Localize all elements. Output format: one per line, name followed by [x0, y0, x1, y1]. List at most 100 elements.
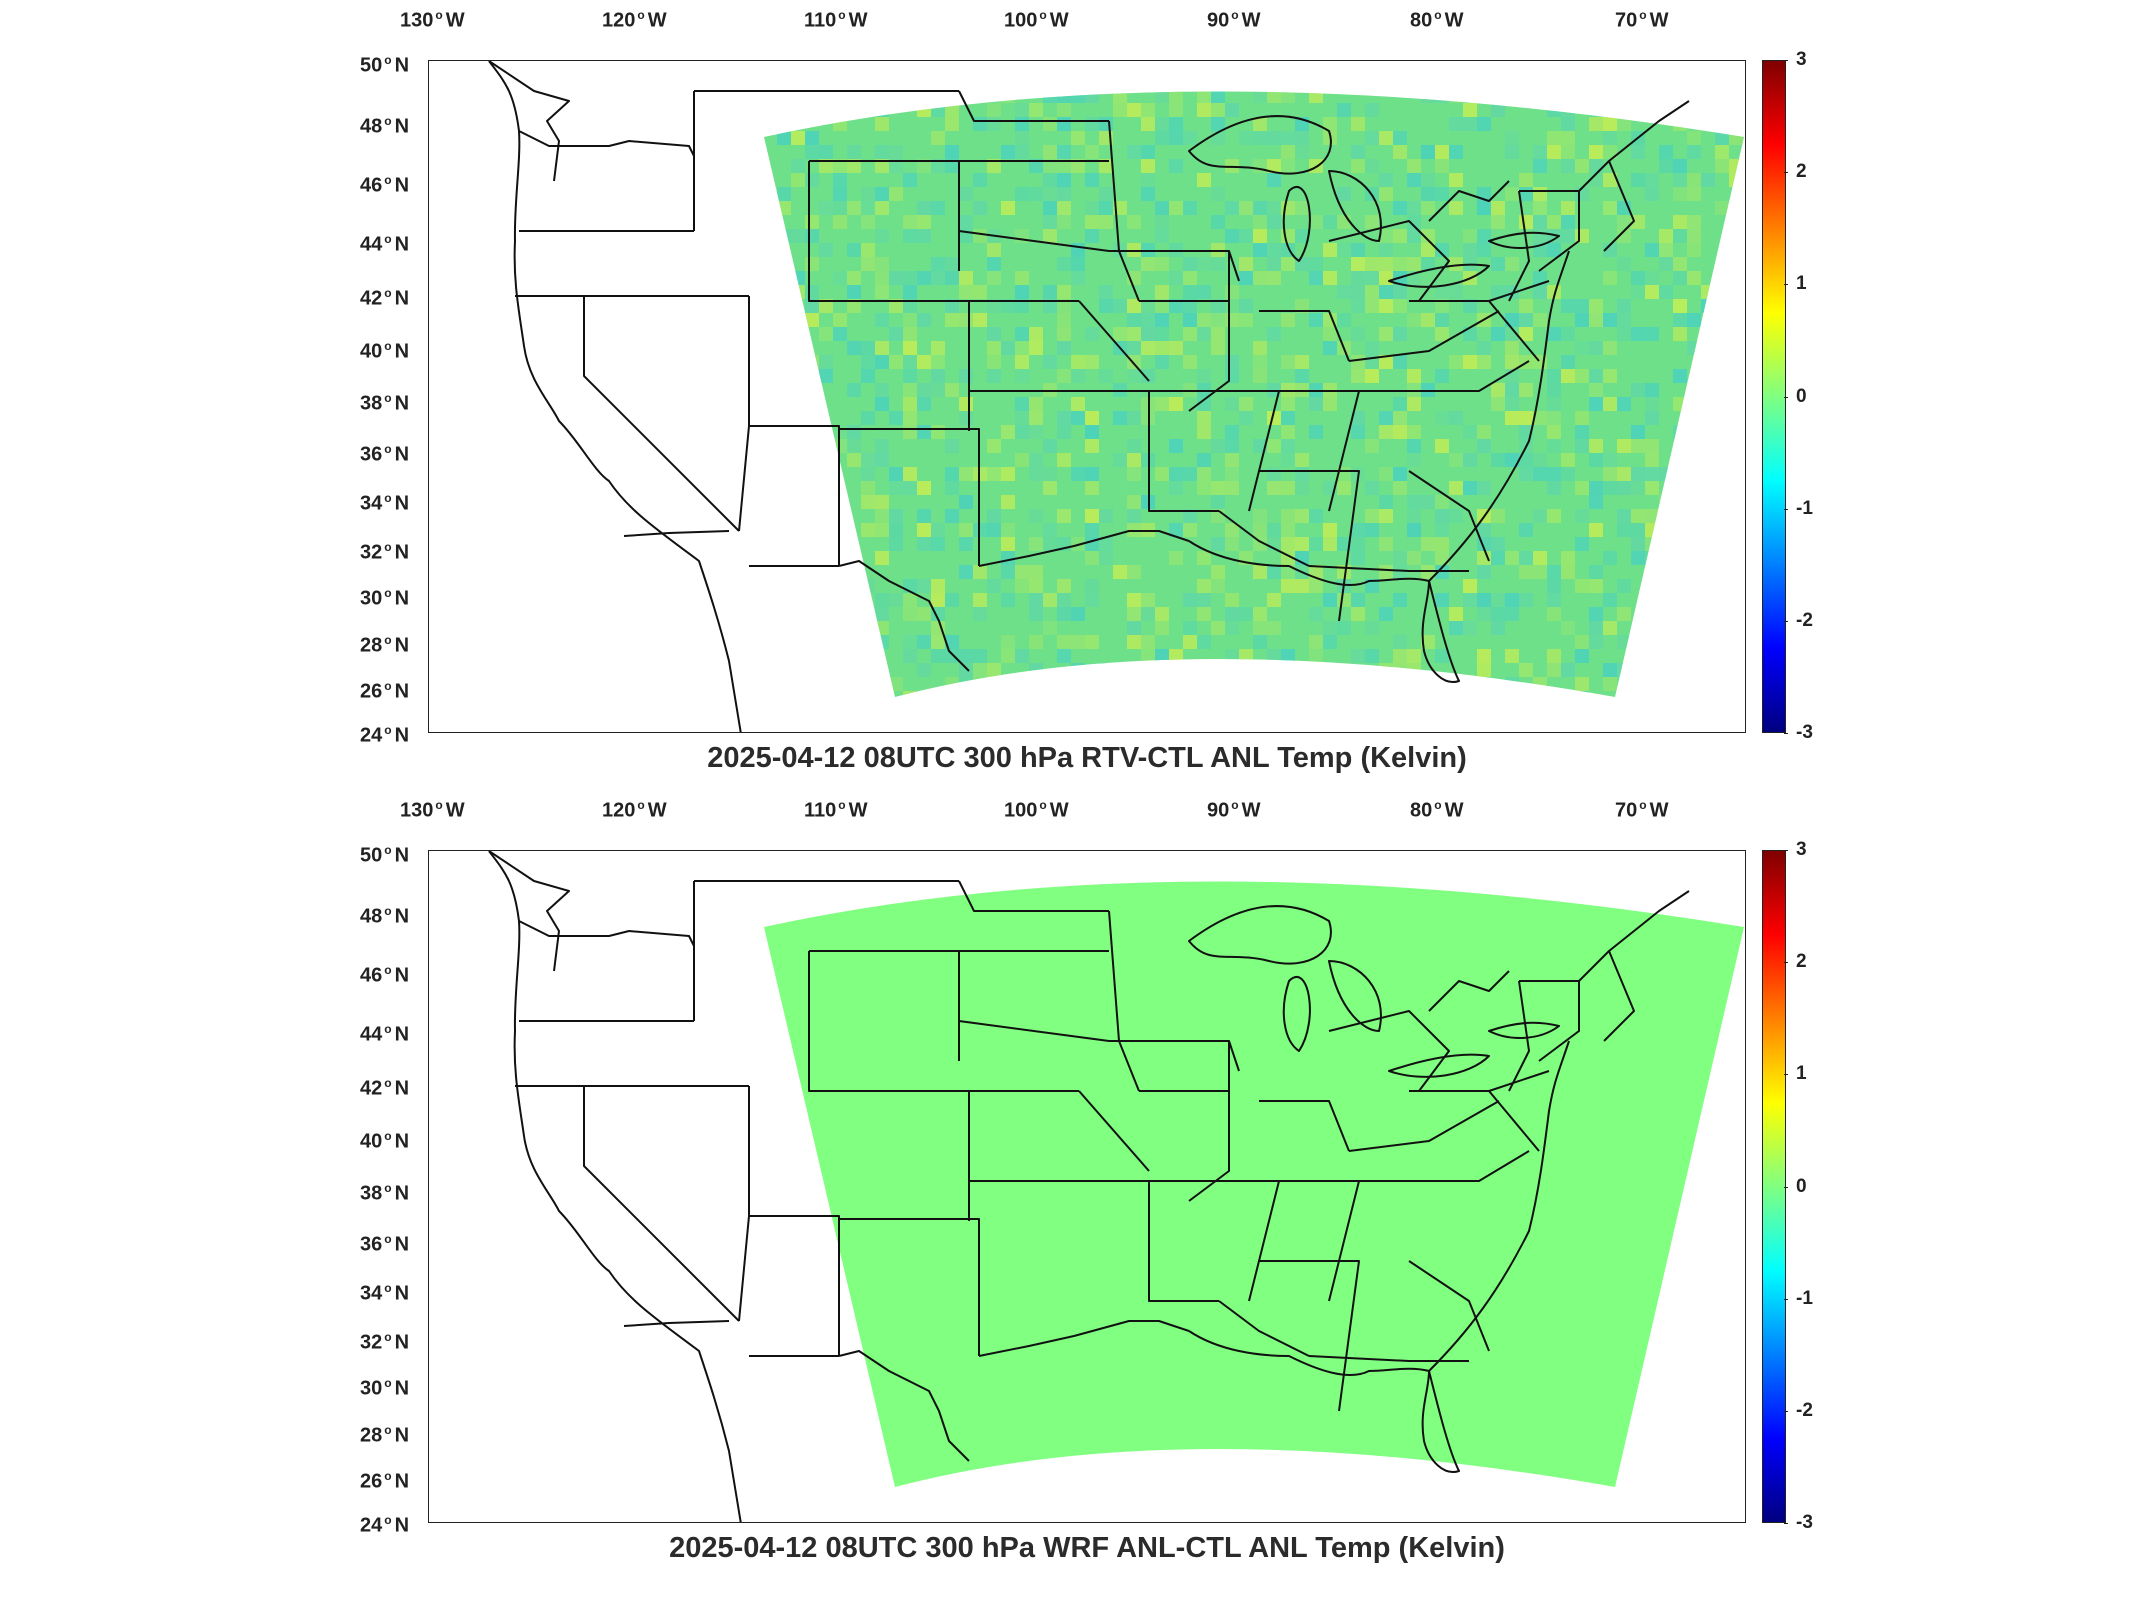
field-cell	[1449, 621, 1463, 635]
field-cell	[1673, 159, 1687, 173]
field-cell	[1477, 201, 1491, 215]
field-cell	[1533, 271, 1547, 285]
field-cell	[1477, 341, 1491, 355]
field-cell	[1351, 677, 1365, 691]
field-cell	[1449, 257, 1463, 271]
field-cell	[1267, 593, 1281, 607]
field-cell	[1617, 257, 1631, 271]
boundary-line	[1259, 1100, 1350, 1152]
field-cell	[1351, 607, 1365, 621]
field-cell	[1197, 103, 1211, 117]
field-cell	[945, 705, 959, 719]
field-cell	[1463, 229, 1477, 243]
field-cell	[1015, 677, 1029, 691]
field-cell	[1547, 509, 1561, 523]
field-cell	[1057, 145, 1071, 159]
field-cell	[1253, 117, 1267, 131]
field-cell	[1715, 537, 1729, 551]
field-cell	[1267, 159, 1281, 173]
field-cell	[917, 537, 931, 551]
field-cell	[1071, 355, 1085, 369]
field-cell	[805, 537, 819, 551]
field-cell	[1141, 145, 1155, 159]
field-cell	[1701, 509, 1715, 523]
field-cell	[917, 425, 931, 439]
boundary-line	[1359, 1150, 1530, 1182]
field-cell	[945, 271, 959, 285]
field-cell	[1379, 299, 1393, 313]
field-cell	[1561, 467, 1575, 481]
latitude-label: 36 o N	[360, 442, 410, 466]
field-cell	[1687, 425, 1701, 439]
field-cell	[1659, 103, 1673, 117]
field-cell	[1001, 551, 1015, 565]
field-cell	[1127, 593, 1141, 607]
field-cell	[1127, 103, 1141, 117]
field-cell	[1141, 257, 1155, 271]
field-cell	[1617, 229, 1631, 243]
field-cell	[1211, 621, 1225, 635]
field-cell	[945, 481, 959, 495]
field-cell	[805, 229, 819, 243]
field-cell	[1715, 705, 1729, 719]
field-cell	[1505, 677, 1519, 691]
field-cell	[1183, 257, 1197, 271]
field-cell	[903, 341, 917, 355]
field-cell	[764, 369, 777, 383]
field-cell	[1141, 299, 1155, 313]
field-cell	[1085, 91, 1099, 103]
field-cell	[847, 243, 861, 257]
field-cell	[1141, 341, 1155, 355]
field-cell	[1463, 481, 1477, 495]
latitude-label: 32 o N	[360, 540, 410, 564]
field-cell	[1281, 257, 1295, 271]
field-cell	[917, 201, 931, 215]
field-cell	[861, 187, 875, 201]
field-cell	[1001, 201, 1015, 215]
field-cell	[1407, 523, 1421, 537]
field-cell	[1547, 131, 1561, 145]
field-cell	[1729, 159, 1743, 173]
field-cell	[1127, 565, 1141, 579]
field-cell	[749, 327, 763, 341]
field-cell	[1127, 495, 1141, 509]
field-cell	[1561, 551, 1575, 565]
field-cell	[959, 285, 973, 299]
field-cell	[847, 271, 861, 285]
field-cell	[1435, 145, 1449, 159]
field-cell	[1575, 481, 1589, 495]
boundary-line	[1148, 391, 1219, 512]
field-cell	[1477, 565, 1491, 579]
field-cell	[1113, 663, 1127, 677]
field-cell	[1057, 299, 1071, 313]
field-cell	[764, 579, 777, 593]
longitude-label: 80 o W	[1410, 8, 1464, 32]
field-cell	[917, 663, 931, 677]
field-cell	[875, 635, 889, 649]
field-cell	[1519, 663, 1533, 677]
field-cell	[1379, 355, 1393, 369]
field-cell	[847, 453, 861, 467]
field-cell	[1435, 285, 1449, 299]
field-cell	[819, 369, 833, 383]
field-cell	[931, 201, 945, 215]
field-cell	[889, 481, 903, 495]
field-cell	[749, 579, 763, 593]
field-cell	[1603, 467, 1617, 481]
field-cell	[1673, 649, 1687, 663]
field-cell	[875, 271, 889, 285]
field-cell	[1743, 383, 1744, 397]
field-cell	[847, 439, 861, 453]
longitude-label: 130 o W	[400, 8, 465, 32]
field-cell	[1365, 271, 1379, 285]
field-cell	[1197, 61, 1211, 75]
field-cell	[1351, 355, 1365, 369]
field-cell	[1491, 719, 1505, 733]
field-cell	[1519, 593, 1533, 607]
field-cell	[1211, 103, 1225, 117]
longitude-label: 90 o W	[1207, 798, 1261, 822]
field-cell	[875, 187, 889, 201]
field-cell	[875, 691, 889, 697]
field-cell	[805, 719, 819, 733]
field-cell	[1589, 607, 1603, 621]
